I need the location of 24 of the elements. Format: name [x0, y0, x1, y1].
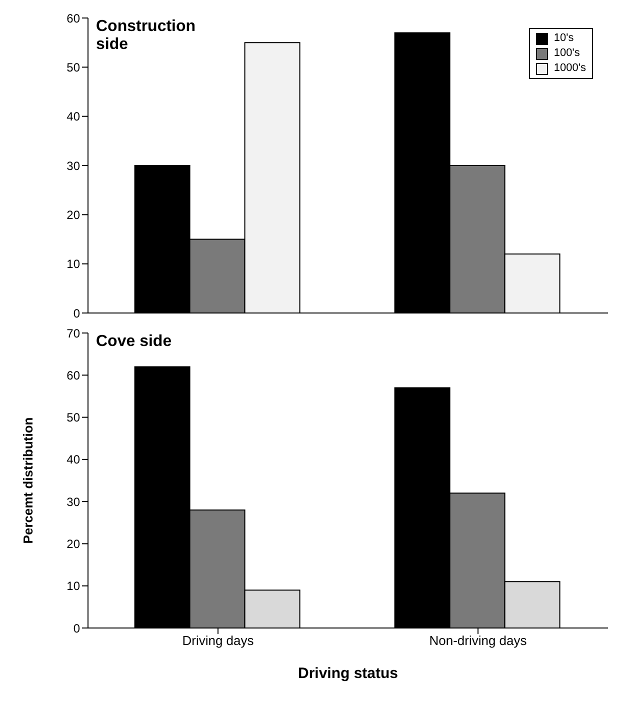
legend-label: 1000's — [554, 61, 586, 76]
y-tick-label: 0 — [73, 306, 80, 320]
y-tick-label: 0 — [73, 621, 80, 636]
text: Construction side — [96, 18, 197, 54]
y-tick-label: 40 — [66, 110, 80, 124]
y-tick-label: 10 — [66, 579, 80, 594]
y-axis-title: Percemt distribution — [20, 417, 36, 544]
y-tick-label: 70 — [66, 326, 80, 340]
y-tick-label: 50 — [66, 410, 80, 425]
y-tick-label: 50 — [66, 60, 80, 74]
legend-label: 100's — [554, 46, 580, 61]
y-tick-label: 20 — [66, 536, 80, 551]
x-tick-label: Driving days — [182, 633, 254, 648]
y-tick-label: 40 — [66, 452, 80, 467]
x-axis-title: Driving status — [298, 665, 398, 682]
chart-title: Cove side — [96, 333, 173, 351]
legend-label: 10's — [554, 31, 574, 46]
y-tick-label: 30 — [66, 158, 80, 173]
x-tick-label: Non-driving days — [429, 633, 528, 648]
y-tick-label: 10 — [66, 257, 80, 272]
y-tick-label: 60 — [66, 11, 80, 26]
y-tick-label: 60 — [66, 368, 80, 382]
y-tick-label: 30 — [66, 494, 80, 509]
y-tick-label: 20 — [66, 208, 80, 222]
